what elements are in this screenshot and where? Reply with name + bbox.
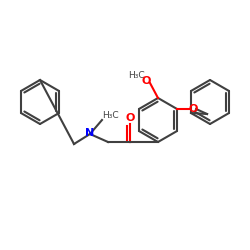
Text: O: O	[141, 76, 151, 86]
Text: N: N	[86, 128, 94, 138]
Text: H₃C: H₃C	[102, 112, 118, 120]
Text: O: O	[188, 104, 198, 114]
Text: O: O	[125, 113, 135, 123]
Text: H₃C: H₃C	[128, 72, 144, 80]
